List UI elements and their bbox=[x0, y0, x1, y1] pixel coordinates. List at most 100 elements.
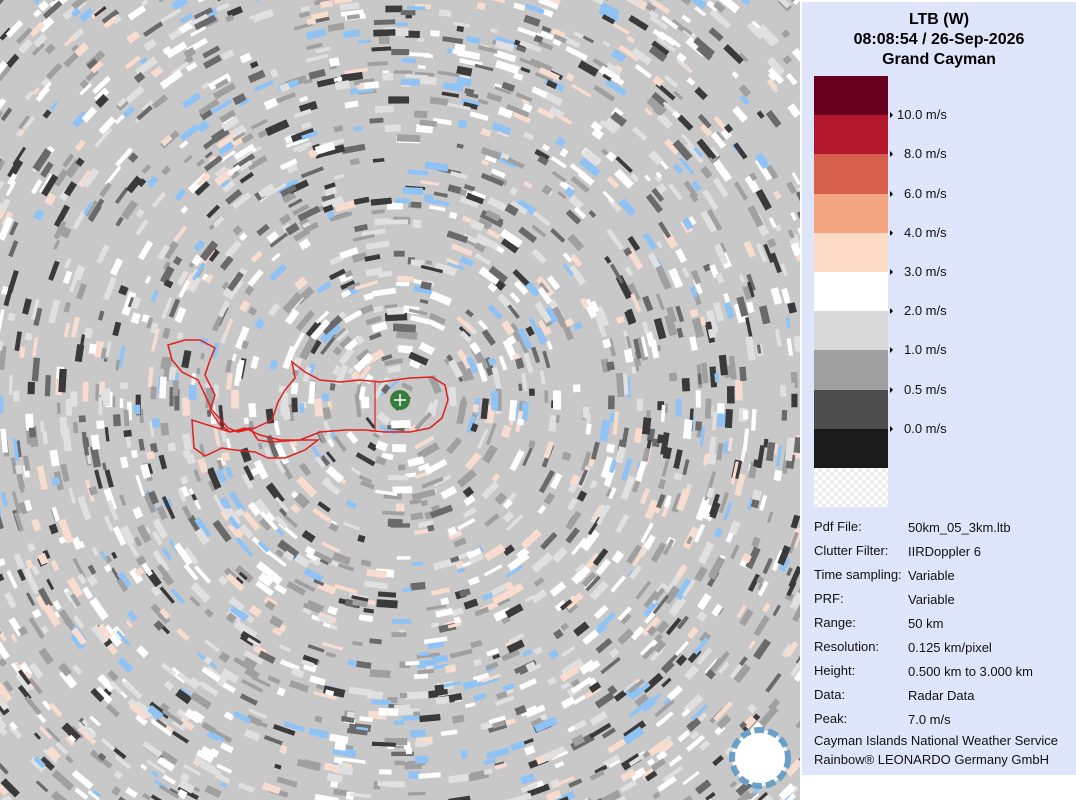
echo-cell bbox=[171, 730, 190, 744]
echo-cell bbox=[15, 671, 34, 693]
echo-cell bbox=[140, 0, 149, 7]
echo-cell bbox=[303, 78, 313, 85]
echo-cell bbox=[358, 304, 375, 316]
echo-cell bbox=[466, 356, 479, 374]
echo-cell bbox=[147, 366, 154, 388]
echo-cell bbox=[580, 451, 594, 473]
echo-cell bbox=[523, 131, 535, 141]
echo-cell bbox=[179, 123, 200, 142]
echo-cell bbox=[400, 382, 414, 392]
echo-cell bbox=[450, 243, 473, 257]
echo-cell bbox=[314, 0, 333, 6]
echo-cell bbox=[791, 393, 798, 408]
echo-cell bbox=[324, 182, 336, 190]
echo-cell bbox=[663, 585, 681, 605]
echo-cell bbox=[215, 468, 227, 484]
echo-cell bbox=[756, 110, 765, 119]
echo-cell bbox=[163, 240, 179, 260]
echo-cell bbox=[386, 307, 405, 315]
echo-cell bbox=[189, 26, 206, 37]
echo-cell bbox=[42, 109, 52, 119]
echo-cell bbox=[572, 384, 581, 393]
echo-cell bbox=[253, 498, 271, 517]
echo-cell bbox=[520, 66, 531, 74]
echo-cell bbox=[300, 5, 310, 13]
echo-cell bbox=[696, 45, 713, 61]
echo-cell bbox=[371, 209, 385, 215]
echo-cell bbox=[591, 127, 604, 140]
echo-cell bbox=[308, 727, 329, 739]
echo-cell bbox=[681, 267, 690, 278]
echo-cell bbox=[171, 0, 188, 11]
echo-cell bbox=[119, 494, 127, 506]
echo-cell bbox=[11, 491, 21, 514]
echo-cell bbox=[74, 787, 89, 800]
echo-cell bbox=[605, 78, 627, 97]
echo-cell bbox=[564, 318, 575, 327]
echo-cell bbox=[175, 627, 190, 642]
echo-cell bbox=[676, 52, 687, 63]
echo-cell bbox=[746, 301, 755, 314]
echo-cell bbox=[644, 770, 658, 782]
echo-cell bbox=[0, 679, 13, 703]
echo-cell bbox=[690, 269, 702, 285]
echo-cell bbox=[480, 398, 489, 420]
echo-cell bbox=[314, 793, 339, 800]
echo-cell bbox=[355, 348, 371, 362]
echo-cell bbox=[427, 374, 442, 395]
echo-cell bbox=[785, 0, 800, 6]
echo-cell bbox=[646, 410, 651, 419]
echo-cell bbox=[702, 189, 719, 211]
echo-cell bbox=[655, 82, 676, 101]
echo-cell bbox=[275, 549, 284, 558]
echo-cell bbox=[618, 198, 636, 217]
echo-cell bbox=[263, 97, 279, 110]
echo-cell bbox=[481, 159, 490, 166]
echo-cell bbox=[98, 116, 117, 135]
echo-cell bbox=[651, 40, 670, 56]
echo-cell bbox=[98, 396, 103, 415]
echo-cell bbox=[648, 9, 659, 19]
echo-cell bbox=[558, 796, 570, 800]
echo-cell bbox=[248, 402, 257, 418]
echo-cell bbox=[266, 230, 280, 243]
echo-cell bbox=[507, 792, 532, 800]
echo-cell bbox=[29, 756, 46, 773]
echo-cell bbox=[446, 230, 469, 244]
echo-cell bbox=[553, 775, 575, 788]
echo-cell bbox=[0, 199, 10, 212]
echo-cell bbox=[423, 54, 433, 59]
echo-cell bbox=[705, 791, 716, 800]
echo-cell bbox=[327, 438, 335, 448]
echo-cell bbox=[699, 123, 713, 137]
echo-cell bbox=[413, 110, 428, 119]
echo-cell bbox=[650, 339, 660, 359]
echo-cell bbox=[32, 86, 41, 96]
echo-cell bbox=[738, 84, 752, 98]
echo-cell bbox=[743, 715, 757, 730]
echo-cell bbox=[90, 434, 101, 450]
echo-cell bbox=[570, 676, 593, 694]
radar-site-cross bbox=[394, 394, 406, 406]
info-key: Resolution: bbox=[814, 639, 880, 654]
echo-cell bbox=[156, 505, 168, 521]
echo-cell bbox=[491, 122, 512, 136]
echo-cell bbox=[406, 5, 426, 11]
echo-cell bbox=[592, 548, 609, 566]
echo-cell bbox=[176, 789, 188, 800]
echo-cell bbox=[634, 351, 642, 367]
echo-cell bbox=[485, 209, 501, 222]
echo-cell bbox=[660, 404, 666, 422]
echo-cell bbox=[208, 73, 232, 91]
echo-cell bbox=[570, 175, 590, 193]
echo-cell bbox=[590, 120, 603, 133]
echo-cell bbox=[581, 0, 605, 5]
echo-cell bbox=[668, 754, 683, 767]
echo-cell bbox=[341, 757, 366, 764]
echo-cell bbox=[231, 353, 237, 362]
echo-cell bbox=[288, 680, 310, 693]
echo-cell bbox=[37, 587, 53, 608]
echo-cell bbox=[517, 327, 533, 350]
echo-cell bbox=[519, 338, 529, 354]
echo-cell bbox=[693, 37, 715, 57]
